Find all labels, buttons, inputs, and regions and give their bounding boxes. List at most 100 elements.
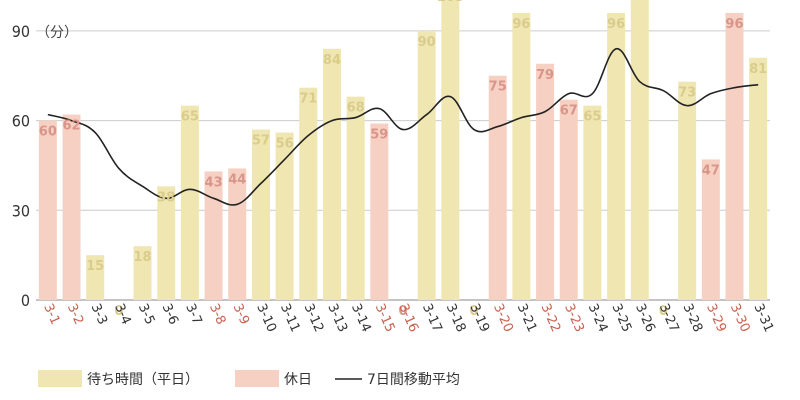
bar-3-25 [607, 12, 626, 301]
x-tick-label: 3-25 [608, 302, 634, 335]
value-label-3-31: 81 [749, 62, 767, 77]
value-label-3-28: 73 [678, 86, 696, 101]
bar-3-21 [512, 12, 531, 301]
value-label-3-10: 57 [252, 134, 270, 149]
y-axis: 0 30 60 90 [12, 22, 30, 310]
bar-3-26 [630, 0, 649, 301]
value-label-3-18: 105 [437, 0, 464, 5]
x-tick-label: 3-28 [679, 302, 705, 335]
value-label-3-22: 79 [536, 68, 554, 83]
x-tick-label: 3-15 [372, 302, 398, 335]
bar-3-12 [299, 87, 318, 300]
value-label-3-24: 65 [583, 110, 601, 125]
y-unit-label: （分） [36, 25, 78, 41]
value-label-3-13: 84 [323, 53, 341, 68]
x-tick-label: 3-13 [324, 302, 350, 335]
value-label-3-25: 96 [607, 17, 625, 32]
value-label-3-6: 38 [157, 190, 175, 205]
x-tick-label: 3-29 [703, 302, 729, 335]
x-tick-label: 3-18 [443, 302, 469, 335]
x-tick-label: 3-22 [537, 302, 563, 335]
bar-3-13 [322, 48, 341, 300]
legend: 待ち時間（平日） 休日 7日間移動平均 [38, 370, 460, 388]
value-label-3-2: 62 [62, 119, 80, 134]
value-label-3-15: 59 [370, 128, 388, 143]
bar-3-7 [180, 105, 199, 300]
bar-3-31 [749, 57, 768, 301]
x-tick-label: 3-20 [490, 302, 516, 335]
x-tick-label: 3-23 [561, 302, 587, 335]
moving-average-path [47, 48, 759, 206]
value-label-3-3: 15 [86, 259, 104, 274]
x-tick-label: 3-10 [253, 302, 279, 335]
value-label-3-16: 0 [398, 304, 407, 319]
legend-holiday-swatch [235, 370, 279, 387]
x-tick-label: 3-31 [751, 302, 777, 335]
bar-3-6 [157, 186, 176, 300]
moving-average-line [47, 48, 759, 206]
y-tick-label: 30 [12, 201, 30, 220]
value-label-3-5: 18 [134, 250, 152, 265]
x-tick-label: 3-9 [230, 302, 252, 327]
x-tick-label: 3-24 [585, 302, 611, 335]
value-label-3-7: 65 [181, 110, 199, 125]
value-label-3-14: 68 [347, 101, 365, 116]
value-label-3-1: 60 [39, 125, 57, 140]
bar-3-10 [251, 129, 270, 300]
value-label-3-11: 56 [276, 137, 294, 152]
bar-3-14 [346, 96, 365, 301]
x-tick-label: 3-2 [64, 302, 86, 327]
bar-3-3 [86, 255, 105, 300]
x-tick-label: 3-17 [419, 302, 445, 335]
bars [38, 0, 768, 301]
bar-3-17 [417, 30, 436, 300]
bar-3-28 [678, 81, 697, 300]
y-tick-label: 60 [12, 112, 30, 131]
bar-3-2 [62, 114, 81, 300]
x-tick-label: 3-1 [40, 302, 62, 327]
bar-3-5 [133, 246, 152, 300]
bar-3-1 [38, 120, 57, 300]
x-tick-label: 3-6 [159, 302, 181, 327]
x-tick-label: 3-30 [727, 302, 753, 335]
legend-holiday-label: 休日 [284, 372, 312, 388]
bar-3-23 [559, 99, 578, 300]
bar-3-8 [204, 171, 223, 300]
bar-3-30 [725, 12, 744, 301]
legend-weekday-label: 待ち時間（平日） [87, 372, 199, 388]
y-tick-label: 0 [21, 291, 30, 310]
x-tick-label: 3-26 [632, 302, 658, 335]
value-label-3-29: 47 [702, 163, 720, 178]
x-tick-label: 3-8 [206, 302, 228, 327]
value-label-3-21: 96 [512, 17, 530, 32]
bar-value-labels: 60 62 15 0 18 38 65 43 44 57 56 71 84 68 59 0 90 105 0 75 96… [39, 0, 767, 319]
value-label-3-8: 43 [205, 175, 223, 190]
x-tick-label: 3-12 [301, 302, 327, 335]
value-label-3-30: 96 [725, 17, 743, 32]
value-label-3-20: 75 [489, 80, 507, 95]
legend-weekday-swatch [38, 370, 82, 387]
y-tick-label: 90 [12, 22, 30, 41]
value-label-3-17: 90 [418, 35, 436, 50]
value-label-3-19: 0 [470, 304, 479, 319]
value-label-3-23: 67 [560, 104, 578, 119]
bar-3-18 [441, 0, 460, 300]
bar-3-20 [488, 75, 507, 300]
x-tick-label: 3-3 [88, 302, 110, 327]
x-tick-label: 3-4 [111, 302, 133, 327]
bar-3-11 [275, 132, 294, 300]
x-tick-label: 3-7 [182, 302, 204, 327]
bar-3-22 [536, 63, 555, 300]
legend-line-label: 7日間移動平均 [367, 372, 460, 388]
x-axis: 3-1 3-2 3-3 3-4 3-5 3-6 3-7 3-8 3-9 3-103-113-123… [40, 302, 776, 335]
x-tick-label: 3-11 [277, 302, 303, 335]
bar-3-29 [701, 159, 720, 300]
x-tick-label: 3-21 [514, 302, 540, 335]
value-label-3-9: 44 [228, 172, 246, 187]
value-label-3-27: 0 [659, 304, 668, 319]
value-label-3-12: 71 [299, 92, 317, 107]
x-tick-label: 3-14 [348, 302, 374, 335]
x-tick-label: 3-5 [135, 302, 157, 327]
